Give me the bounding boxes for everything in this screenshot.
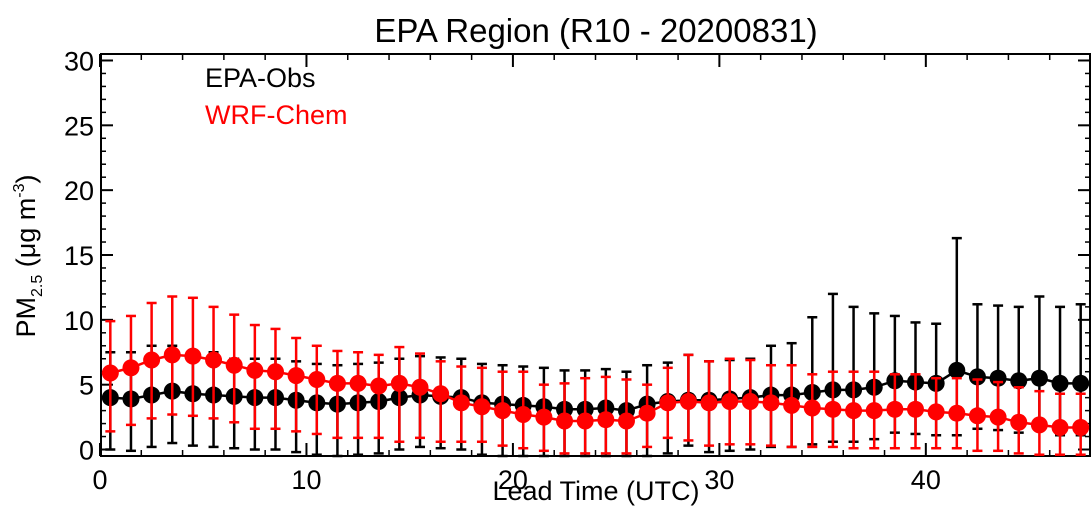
data-point	[1072, 374, 1090, 392]
data-point	[700, 394, 718, 412]
y-tick-label: 0	[79, 436, 94, 466]
y-tick-label: 10	[64, 306, 94, 336]
minor-ticks	[100, 54, 1091, 456]
data-point	[452, 394, 470, 412]
data-point	[576, 412, 594, 430]
data-point	[1072, 418, 1090, 436]
x-tick-labels: 0 10 20 30 40	[92, 465, 940, 495]
y-axis-label-unit-close: )	[11, 174, 41, 183]
data-point	[948, 404, 966, 422]
legend-entry: WRF-Chem	[205, 100, 348, 130]
data-point	[762, 394, 780, 412]
data-point	[308, 370, 326, 388]
data-point	[205, 351, 223, 369]
data-point	[122, 359, 140, 377]
data-point	[1030, 416, 1048, 434]
x-axis-label: Lead Time (UTC)	[492, 476, 699, 506]
x-tick-label: 30	[704, 465, 734, 495]
data-point	[948, 361, 966, 379]
data-point	[1010, 372, 1028, 390]
data-point	[803, 399, 821, 417]
data-point	[494, 402, 512, 420]
data-point	[143, 351, 161, 369]
x-tick-label: 40	[911, 465, 941, 495]
data-point	[328, 374, 346, 392]
data-point	[679, 393, 697, 411]
data-point	[225, 356, 243, 374]
data-point	[989, 408, 1007, 426]
data-point	[287, 367, 305, 385]
data-point	[101, 364, 119, 382]
y-tick-label: 15	[64, 241, 94, 271]
y-axis-label-superscript: -3	[11, 183, 28, 197]
y-tick-label: 30	[64, 46, 94, 76]
data-point	[865, 402, 883, 420]
y-axis-label: PM2.5 (μg m-3)	[11, 174, 46, 337]
data-point	[659, 394, 677, 412]
data-point	[1051, 374, 1069, 392]
data-point	[907, 400, 925, 418]
data-point	[597, 411, 615, 429]
series-layer	[101, 236, 1090, 458]
y-tick-labels: 0 5 10 15 20 25 30	[64, 46, 94, 465]
data-point	[617, 412, 635, 430]
data-point	[638, 404, 656, 422]
x-tick-label: 10	[291, 465, 321, 495]
data-point	[1051, 418, 1069, 436]
x-tick-label: 0	[92, 465, 107, 495]
data-point	[824, 400, 842, 418]
data-point	[886, 400, 904, 418]
data-point	[968, 368, 986, 386]
data-point	[266, 363, 284, 381]
y-tick-label: 5	[79, 371, 94, 401]
data-point	[1030, 369, 1048, 387]
y-tick-label: 25	[64, 111, 94, 141]
data-point	[184, 347, 202, 365]
data-point	[927, 403, 945, 421]
data-point	[163, 346, 181, 364]
y-tick-label: 20	[64, 176, 94, 206]
x-tick-label: 20	[498, 465, 528, 495]
data-point	[349, 374, 367, 392]
series-epa-obs	[101, 236, 1090, 458]
data-point	[535, 408, 553, 426]
data-point	[741, 393, 759, 411]
data-point	[390, 374, 408, 392]
legend: EPA-Obs WRF-Chem	[205, 63, 348, 130]
data-point	[721, 393, 739, 411]
data-point	[246, 361, 264, 379]
y-axis-label-main: PM	[11, 297, 41, 338]
data-point	[845, 402, 863, 420]
data-point	[514, 406, 532, 424]
data-point	[783, 396, 801, 414]
legend-entry: EPA-Obs	[205, 63, 316, 93]
data-point	[473, 398, 491, 416]
chart-title: EPA Region (R10 - 20200831)	[374, 12, 817, 49]
y-axis-label-unit: (μg m	[11, 198, 41, 275]
data-point	[968, 407, 986, 425]
y-axis-label-subscript: 2.5	[29, 275, 46, 297]
data-point	[1010, 413, 1028, 431]
data-point	[556, 412, 574, 430]
data-point	[432, 385, 450, 403]
series-wrf-chem	[101, 295, 1090, 456]
data-point	[370, 377, 388, 395]
data-point	[411, 378, 429, 396]
